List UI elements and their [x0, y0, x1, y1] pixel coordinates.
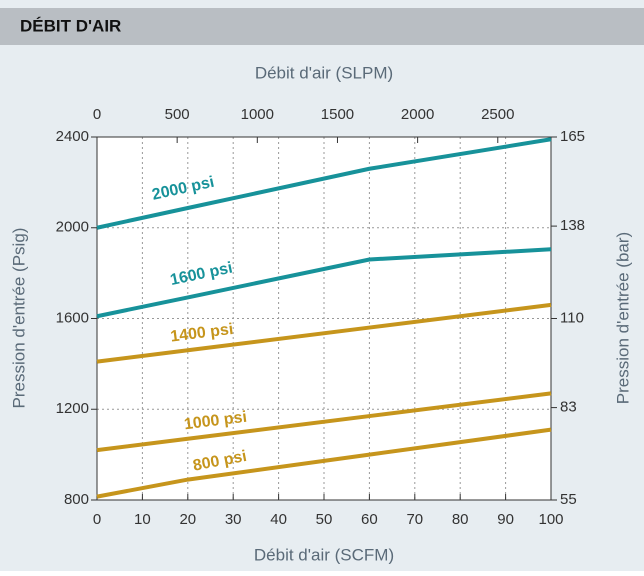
x-tick-label: 40 — [270, 511, 287, 528]
y-tick-label: 2400 — [56, 128, 89, 145]
x-tick-label: 70 — [406, 511, 423, 528]
x-tick-label: 90 — [497, 511, 514, 528]
y-axis-title: Pression d'entrée (Psig) — [9, 228, 28, 409]
x-axis-title: Débit d'air (SCFM) — [254, 545, 394, 564]
x2-tick-label: 0 — [93, 106, 101, 123]
series-line — [96, 391, 552, 453]
y2-tick-label: 110 — [560, 309, 584, 326]
x-tick-label: 0 — [93, 511, 101, 528]
plot-frame — [96, 136, 552, 501]
x2-tick-label: 2000 — [401, 106, 434, 123]
y2-tick-label: 138 — [560, 217, 585, 234]
series-line — [96, 247, 552, 319]
y2-tick-label: 83 — [560, 399, 577, 416]
x2-tick-label: 2500 — [481, 106, 514, 123]
x-tick-label: 60 — [361, 511, 378, 528]
x-tick-label: 50 — [316, 511, 333, 528]
series-line — [96, 427, 552, 499]
x-tick-label: 30 — [225, 511, 242, 528]
y2-tick-label: 55 — [560, 491, 577, 508]
x2-tick-label: 1500 — [321, 106, 354, 123]
x-tick-label: 10 — [134, 511, 151, 528]
x-tick-label: 100 — [538, 511, 563, 528]
y-tick-label: 1200 — [56, 400, 89, 417]
y2-axis-title: Pression d'entrée (bar) — [613, 232, 632, 404]
y2-tick-label: 165 — [560, 128, 585, 145]
y-tick-label: 2000 — [56, 219, 89, 236]
x2-tick-label: 500 — [165, 106, 190, 123]
x2-axis-title: Débit d'air (SLPM) — [255, 63, 393, 82]
x-tick-label: 20 — [179, 511, 196, 528]
series-line — [96, 137, 552, 230]
x-tick-label: 80 — [452, 511, 469, 528]
header-bar — [0, 8, 644, 45]
y-tick-label: 1600 — [56, 309, 89, 326]
series-line — [96, 302, 552, 364]
chart-title: DÉBIT D'AIR — [20, 16, 121, 35]
y-tick-label: 800 — [64, 491, 89, 508]
x2-tick-label: 1000 — [241, 106, 274, 123]
